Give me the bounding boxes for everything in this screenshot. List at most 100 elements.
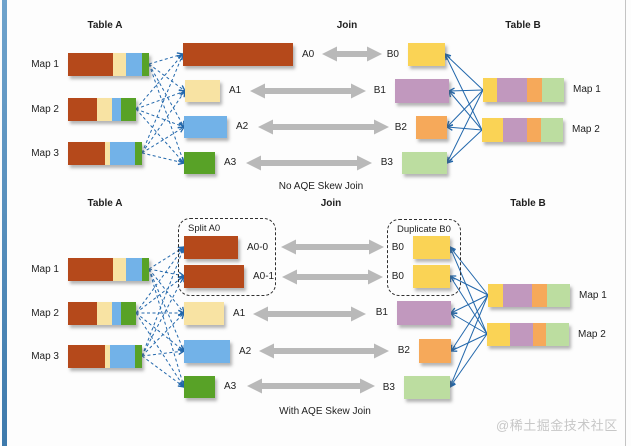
partition-label: B3 (380, 157, 393, 168)
bar-segment (121, 302, 136, 325)
bar-segment (532, 284, 548, 307)
bar-segment (483, 78, 497, 102)
bar-segment (105, 345, 111, 368)
partition-label: B3 (382, 381, 395, 393)
bar-segment (112, 302, 122, 325)
no-aqe-skew-join-map-bar-map-1 (68, 53, 149, 76)
with-aqe-skew-join-map-bar-map-2 (487, 323, 569, 346)
bar-segment (541, 118, 563, 142)
no-aqe-skew-join-title-1: Join (336, 20, 358, 31)
shuffle-arrow (148, 63, 185, 91)
bar-segment (112, 53, 127, 76)
partition-label: A0-0 (247, 241, 269, 253)
join-double-arrow (282, 269, 383, 285)
no-aqe-skew-join-map-bar-map-2 (482, 118, 563, 142)
partition-label: B1 (375, 307, 388, 318)
bar-segment (126, 53, 142, 76)
with-aqe-skew-join-group-label: Split A0 (188, 223, 221, 234)
no-aqe-skew-join-map-bar-map-2 (68, 98, 136, 121)
partition-label: B1 (373, 85, 386, 96)
bar-segment (110, 142, 136, 165)
map-bar-label: Map 2 (578, 328, 606, 340)
shuffle-arrow (447, 89, 484, 163)
no-aqe-skew-join-partition-a0 (183, 43, 293, 66)
shuffle-arrow (135, 312, 184, 387)
no-aqe-skew-join-partition-a2 (184, 116, 227, 138)
with-aqe-skew-join-partition-b0 (413, 265, 450, 288)
with-aqe-skew-join-map-bar-map-3 (68, 345, 142, 368)
shuffle-arrow (148, 54, 183, 65)
partition-label: A1 (233, 307, 246, 319)
shuffle-arrow (447, 89, 484, 127)
with-aqe-skew-join-caption: With AQE Skew Join (279, 406, 371, 417)
bar-segment (488, 284, 503, 307)
shuffle-arrow (451, 313, 488, 335)
bar-segment (509, 323, 533, 346)
map-bar-label: Map 2 (31, 307, 59, 319)
shuffle-arrow (148, 63, 184, 163)
partition-label: B2 (394, 121, 407, 133)
partition-label: A3 (224, 381, 237, 392)
with-aqe-skew-join-partition-b2 (419, 339, 451, 363)
map-bar-label: Map 1 (31, 263, 59, 275)
shuffle-arrow (135, 108, 184, 163)
partition-label: B0 (391, 241, 404, 253)
map-bar-label: Map 2 (31, 103, 59, 115)
with-aqe-skew-join-partition-b1 (397, 301, 451, 325)
with-aqe-skew-join-partition-a1 (184, 302, 224, 325)
shuffle-arrow (450, 294, 489, 387)
bar-segment (502, 284, 533, 307)
no-aqe-skew-join-partition-b1 (395, 79, 449, 103)
bar-segment (546, 323, 569, 346)
shuffle-arrow (447, 127, 483, 130)
partition-label: A3 (224, 157, 237, 168)
map-bar-label: Map 3 (31, 350, 59, 362)
map-bar-label: Map 3 (31, 147, 59, 159)
shuffle-arrow (450, 333, 488, 387)
join-double-arrow (258, 119, 389, 135)
bar-segment (68, 258, 113, 281)
bar-segment (135, 345, 142, 368)
join-double-arrow (259, 343, 389, 359)
join-double-arrow (250, 83, 366, 99)
partition-label: B2 (397, 345, 410, 356)
map-bar-label: Map 1 (579, 289, 607, 301)
shuffle-arrow (445, 54, 484, 91)
bar-segment (526, 78, 543, 102)
no-aqe-skew-join-partition-b3 (402, 152, 447, 174)
with-aqe-skew-join-title-2: Table B (510, 198, 546, 209)
shuffle-arrow (141, 351, 184, 357)
bar-segment (97, 302, 113, 325)
join-double-arrow (322, 46, 382, 62)
shuffle-arrow (447, 129, 483, 163)
bar-segment (496, 78, 527, 102)
map-bar-label: Map 1 (573, 84, 601, 95)
with-aqe-skew-join-partition-a3 (184, 376, 215, 398)
shuffle-arrow (451, 333, 488, 351)
partition-label: A2 (239, 345, 252, 357)
with-aqe-skew-join-partition-a0-1 (184, 265, 244, 288)
partition-label: B0 (386, 48, 399, 60)
bar-segment (503, 118, 527, 142)
map-bar-label: Map 1 (31, 58, 59, 70)
shuffle-arrow (148, 63, 184, 127)
shuffle-arrow (141, 91, 185, 154)
with-aqe-skew-join-partition-b0 (413, 236, 450, 259)
bar-segment (110, 345, 136, 368)
partition-label: A2 (236, 121, 249, 132)
bar-segment (97, 98, 113, 121)
bar-segment (112, 258, 127, 281)
no-aqe-skew-join-map-bar-map-3 (68, 142, 142, 165)
no-aqe-skew-join-map-bar-map-1 (483, 78, 564, 102)
right-edge-border (625, 0, 626, 446)
shuffle-arrow (141, 355, 184, 387)
bar-segment (68, 98, 98, 121)
bar-segment (135, 142, 142, 165)
no-aqe-skew-join-partition-a1 (185, 80, 220, 102)
with-aqe-skew-join-partition-a2 (184, 340, 230, 363)
with-aqe-skew-join-title-0: Table A (87, 198, 123, 209)
no-aqe-skew-join-partition-b0 (408, 43, 445, 66)
map-bar-label: Map 2 (572, 124, 600, 135)
shuffle-arrow (135, 312, 184, 351)
